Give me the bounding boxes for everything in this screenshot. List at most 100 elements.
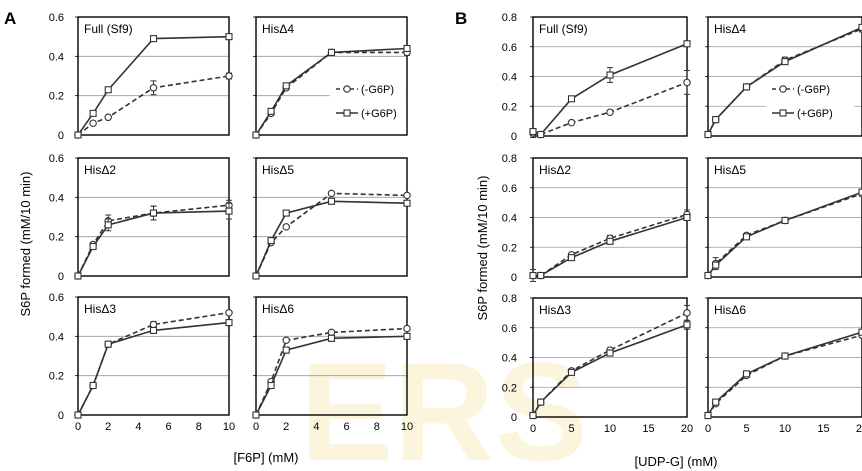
series-plus-g6p-point <box>742 233 751 241</box>
legend-plus-marker <box>343 109 351 117</box>
series-plus-g6p-point <box>742 83 751 91</box>
panel-title: HisΔ5 <box>714 163 746 177</box>
series-plus-g6p-point <box>225 207 233 215</box>
x-tick-label: 10 <box>604 423 616 435</box>
y-tick-label: 0.6 <box>49 12 64 24</box>
series-plus-g6p-point <box>704 271 712 280</box>
series-minus-g6p-point <box>327 189 336 198</box>
y-tick-label: 0.6 <box>49 292 64 304</box>
series-minus-g6p-point <box>282 223 290 231</box>
series-plus-g6p-point <box>529 127 537 136</box>
y-tick-label: 0.4 <box>502 213 517 225</box>
y-tick-label: 0 <box>511 131 517 143</box>
series-minus-g6p-point <box>403 324 411 333</box>
y-tick-label: 0.2 <box>49 371 64 383</box>
panel-title: HisΔ6 <box>714 303 746 317</box>
y-tick-label: 0.4 <box>502 72 517 84</box>
series-plus-g6p-point <box>252 411 260 419</box>
panel-b-his-2-2-1: HisΔ2 0 0.2 0.4 0.6 0.8 <box>502 153 691 284</box>
panel-a-his-5-2-2: HisΔ5 <box>252 157 411 280</box>
series-plus-g6p-point <box>74 272 82 280</box>
y-tick-label: 0 <box>58 130 64 142</box>
series-plus-g6p-point <box>403 44 411 53</box>
series-plus-g6p-point <box>327 197 336 205</box>
series-plus-g6p-line <box>707 331 862 416</box>
x-tick-label: 4 <box>313 421 319 433</box>
panel-b-his-5-2-2: HisΔ5 <box>704 157 862 280</box>
series-plus-g6p-line <box>255 200 408 277</box>
series-plus-g6p-point <box>567 254 576 262</box>
panel-b-his-3-3-1: HisΔ3 0 0.2 0.4 0.6 0.8 0 5 10 15 20 <box>502 293 693 435</box>
y-tick-label: 0.8 <box>502 12 517 24</box>
legend: (-G6P) (+G6P) <box>330 77 406 120</box>
panel-frame <box>255 16 408 136</box>
y-tick-label: 0.4 <box>49 331 64 343</box>
series-plus-g6p-point <box>567 95 576 103</box>
y-tick-label: 0.6 <box>49 153 64 165</box>
x-tick-label: 0 <box>75 421 81 433</box>
series-minus-g6p-point <box>282 336 290 345</box>
panel-frame <box>255 157 408 277</box>
series-minus-g6p-point <box>683 309 691 317</box>
x-tick-label: 8 <box>196 421 202 433</box>
y-tick-label: 0.8 <box>502 153 517 165</box>
series-plus-g6p-point <box>149 209 158 217</box>
panel-a-his-2-2-1: HisΔ2 0 0.2 0.4 0.6 <box>49 153 233 283</box>
series-plus-g6p-point <box>858 188 862 196</box>
series-plus-g6p-point <box>104 340 112 348</box>
panel-frame <box>77 296 230 416</box>
panel-frame <box>707 157 862 278</box>
panel-a-full-sf9-1-1: Full (Sf9) 0 0.2 0.4 0.6 <box>49 12 233 142</box>
x-tick-label: 8 <box>374 421 380 433</box>
series-plus-g6p-point <box>282 346 290 354</box>
legend-minus-marker <box>779 85 787 93</box>
y-tick-label: 0.2 <box>502 382 517 394</box>
panel-frame <box>707 297 862 418</box>
y-tick-label: 0.2 <box>502 101 517 113</box>
series-plus-g6p-point <box>149 35 158 43</box>
panel-title: Full (Sf9) <box>539 22 588 36</box>
y-tick-label: 0.2 <box>49 232 64 244</box>
series-plus-g6p-point <box>252 131 260 139</box>
series-plus-g6p-point <box>529 271 537 280</box>
y-tick-label: 0.2 <box>49 91 64 103</box>
x-tick-label: 15 <box>817 423 829 435</box>
figure-b-y-axis-title: S6P formed (mM/10 min) <box>475 176 490 321</box>
y-tick-label: 0.4 <box>49 51 64 63</box>
series-plus-g6p-point <box>712 116 720 124</box>
series-minus-g6p-point <box>225 72 233 80</box>
figure-b-x-axis-title: [UDP-G] (mM) <box>634 454 717 469</box>
series-minus-g6p-point <box>225 308 233 317</box>
x-tick-label: 0 <box>530 423 536 435</box>
y-tick-label: 0 <box>511 272 517 284</box>
series-plus-g6p-point <box>282 209 290 217</box>
series-plus-g6p-point <box>858 23 862 31</box>
series-plus-g6p-point <box>89 109 97 117</box>
series-plus-g6p-point <box>267 381 275 390</box>
series-plus-g6p-point <box>252 272 260 280</box>
y-tick-label: 0.6 <box>502 323 517 335</box>
series-plus-g6p-point <box>712 398 720 406</box>
series-plus-g6p-point <box>149 326 158 334</box>
legend-plus-label: (+G6P) <box>361 108 397 120</box>
series-minus-g6p-line <box>255 192 408 277</box>
legend-plus-label: (+G6P) <box>797 108 833 120</box>
y-tick-label: 0.6 <box>502 183 517 195</box>
series-plus-g6p-point <box>781 216 789 225</box>
series-minus-g6p-point <box>606 108 614 116</box>
figure-a-letter: A <box>4 9 16 28</box>
panel-title: HisΔ3 <box>539 303 571 317</box>
series-plus-g6p-point <box>712 261 720 269</box>
panel-frame <box>532 297 688 418</box>
panel-title: HisΔ2 <box>539 163 571 177</box>
series-plus-g6p-point <box>403 332 411 340</box>
panel-b-full-sf9-1-1: Full (Sf9) 0 0.2 0.4 0.6 0.8 <box>502 12 691 143</box>
series-plus-g6p-point <box>104 86 112 94</box>
series-minus-g6p-point <box>89 119 97 127</box>
panel-title: HisΔ4 <box>714 22 746 36</box>
x-tick-label: 10 <box>223 421 235 433</box>
series-plus-g6p-point <box>267 237 275 245</box>
series-plus-g6p-line <box>532 43 688 136</box>
series-plus-g6p-point <box>742 370 751 378</box>
figure-b-letter: B <box>455 9 467 28</box>
